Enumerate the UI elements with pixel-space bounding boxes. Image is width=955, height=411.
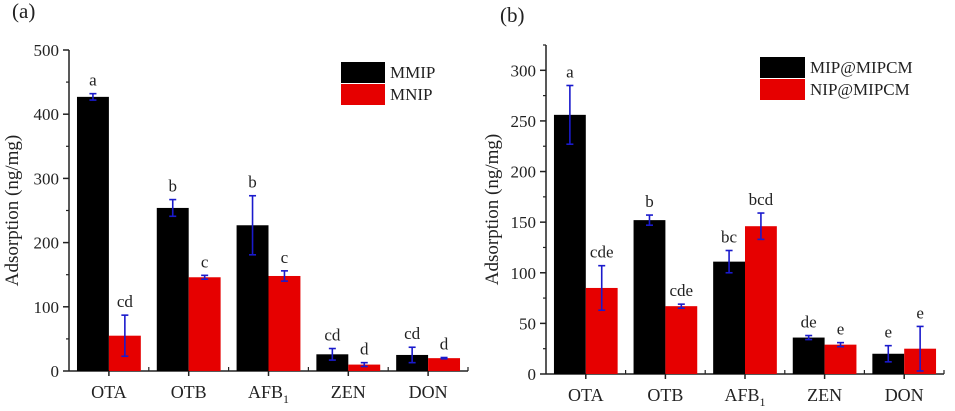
x-tick-label-text: ZEN (807, 385, 842, 405)
legend-swatch (341, 84, 385, 105)
panel-label: (b) (500, 3, 525, 27)
y-axis-label: Adsorption (ng/mg) (482, 134, 503, 285)
x-tick-label-subscript: 1 (283, 392, 289, 406)
legend-label: MMIP (390, 63, 435, 82)
legend-label: MNIP (390, 85, 433, 104)
x-tick-label: AFB1 (248, 382, 289, 406)
x-tick-label: OTA (568, 385, 604, 405)
legend-label: MIP@MIPCM (810, 58, 913, 77)
x-tick-label: OTB (647, 385, 683, 405)
y-tick-label: 50 (519, 314, 536, 333)
x-tick-label: DON (409, 382, 448, 402)
legend-swatch (341, 62, 385, 83)
bar-nip-mipcm (665, 306, 698, 374)
y-tick-label: 300 (511, 61, 537, 80)
panel-label: (a) (12, 0, 35, 23)
x-tick-label: ZEN (807, 385, 842, 405)
x-tick-label: DON (885, 385, 924, 405)
significance-letter: cde (670, 281, 694, 300)
x-tick-label: OTA (91, 382, 127, 402)
y-tick-label: 250 (511, 112, 537, 131)
y-tick-label: 0 (528, 365, 537, 384)
significance-letter: cde (590, 243, 614, 262)
bar-mip-mipcm (633, 220, 666, 374)
significance-letter: b (248, 173, 257, 192)
y-tick-label: 200 (511, 163, 537, 182)
bar-mmip (316, 354, 349, 371)
x-tick-label-text: AFB (724, 385, 759, 405)
significance-letter: cd (404, 324, 421, 343)
x-tick-label-text: OTA (568, 385, 604, 405)
significance-letter: e (837, 320, 845, 339)
significance-letter: b (168, 177, 177, 196)
bar-mnip (188, 277, 221, 371)
bar-mmip (156, 207, 189, 371)
significance-letter: d (440, 335, 449, 354)
x-tick-label: OTB (171, 382, 207, 402)
x-tick-label-text: AFB (248, 382, 283, 402)
bar-mip-mipcm (872, 353, 905, 374)
y-tick-label: 400 (34, 105, 60, 124)
y-tick-label: 100 (34, 298, 60, 317)
bar-nip-mipcm (745, 226, 777, 374)
bar-mnip (428, 358, 461, 371)
significance-letter: bc (721, 227, 738, 246)
legend-swatch (760, 57, 805, 78)
significance-letter: e (885, 323, 893, 342)
y-tick-label: 150 (511, 213, 537, 232)
significance-letter: c (281, 248, 289, 267)
y-tick-label: 0 (51, 362, 60, 381)
x-tick-label-text: OTB (171, 382, 207, 402)
x-tick-label-text: OTA (91, 382, 127, 402)
bar-mip-mipcm (792, 337, 825, 374)
bar-mip-mipcm (713, 261, 745, 374)
bar-nip-mipcm (824, 344, 857, 374)
significance-letter: cd (324, 326, 341, 345)
chart-panel-a: (a) 0 100 200 300 400 500 Adsorption (ng/mg) OTA… (2, 0, 469, 406)
significance-letter: d (360, 340, 369, 359)
x-tick-label-text: DON (885, 385, 924, 405)
x-tick-label-text: OTB (647, 385, 683, 405)
significance-letter: e (916, 303, 924, 322)
x-tick-label-subscript: 1 (760, 395, 766, 409)
y-tick-label: 200 (34, 234, 60, 253)
y-tick-label: 500 (34, 41, 60, 60)
significance-letter: b (645, 192, 654, 211)
significance-letter: a (566, 62, 574, 81)
x-tick-label: AFB1 (724, 385, 765, 409)
legend-swatch (760, 79, 805, 100)
x-tick-label-text: ZEN (331, 382, 366, 402)
significance-letter: bcd (749, 190, 774, 209)
legend-label: NIP@MIPCM (810, 80, 910, 99)
significance-letter: c (201, 252, 209, 271)
bar-mnip (348, 364, 381, 371)
chart-panel-b: (b) 0 50 100 150 200 250 300 Adsorption (ng/mg) O… (482, 3, 945, 409)
y-tick-label: 100 (511, 264, 537, 283)
y-tick-label: 300 (34, 169, 60, 188)
x-tick-label: ZEN (331, 382, 366, 402)
bar-mip-mipcm (553, 114, 586, 374)
bar-mnip (268, 275, 301, 371)
significance-letter: cd (117, 292, 134, 311)
x-tick-label-text: DON (409, 382, 448, 402)
significance-letter: a (89, 71, 97, 90)
bar-mmip (76, 96, 109, 371)
significance-letter: de (801, 313, 817, 332)
y-axis-label: Adsorption (ng/mg) (2, 135, 23, 286)
